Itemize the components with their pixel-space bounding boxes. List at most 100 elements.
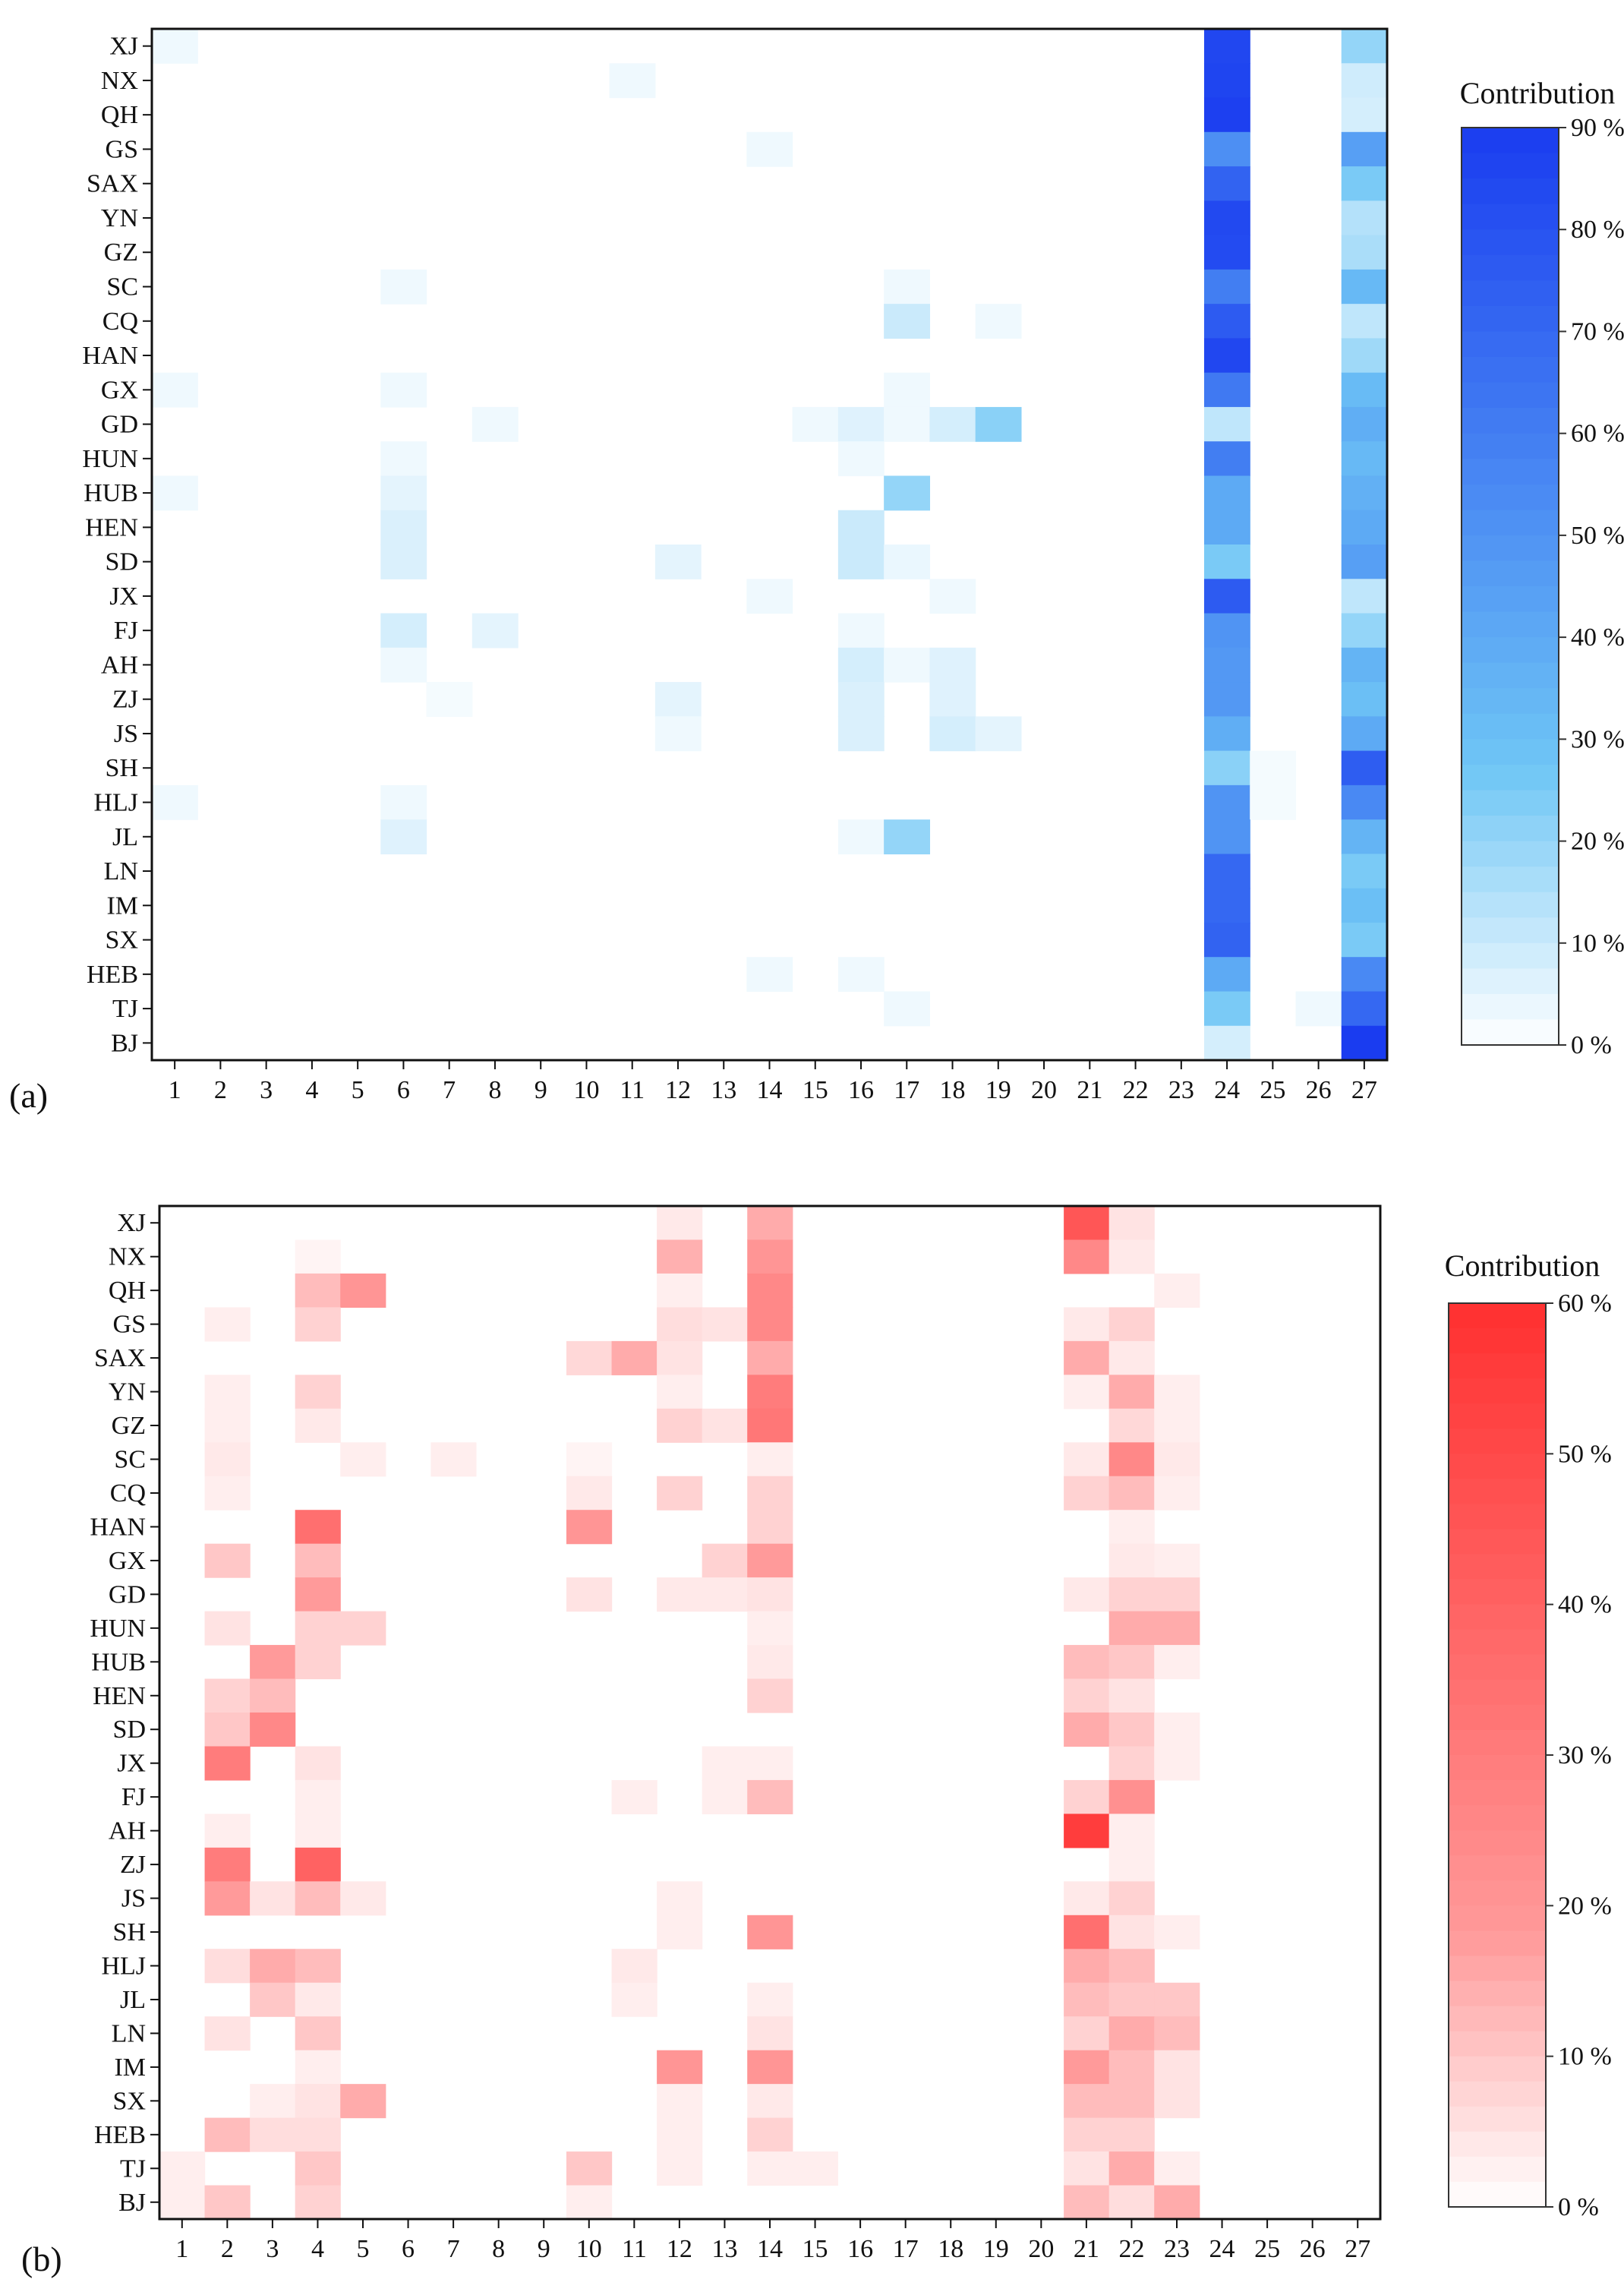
heatmap-cell xyxy=(295,1779,341,1814)
heatmap-cell xyxy=(1341,304,1388,339)
heatmap-cell xyxy=(1341,166,1388,201)
heatmap-cell xyxy=(1108,1476,1155,1511)
colorbar-segment xyxy=(1462,968,1559,995)
heatmap-cell xyxy=(1154,2151,1200,2186)
heatmap-cell xyxy=(747,1442,793,1477)
y-tick-label: GZ xyxy=(104,238,138,267)
heatmap-cell xyxy=(747,1340,793,1375)
heatmap-cell xyxy=(747,1307,793,1342)
heatmap-cell xyxy=(657,2117,703,2152)
heatmap-cell xyxy=(1064,1442,1110,1477)
colorbar-segment xyxy=(1449,2181,1546,2208)
x-tick-label: 8 xyxy=(488,1076,501,1104)
y-tick-label: SX xyxy=(113,2087,146,2115)
heatmap-cell xyxy=(747,2117,793,2152)
heatmap-cell xyxy=(295,1543,341,1578)
colorbar-title-a: Contribution xyxy=(1460,76,1615,110)
heatmap-cell xyxy=(1108,1307,1155,1342)
heatmap-cell xyxy=(747,1476,793,1511)
y-tick-label: FJ xyxy=(121,1783,146,1811)
colorbar-tick-label: 80 % xyxy=(1571,216,1624,244)
heatmap-cell xyxy=(1154,1273,1200,1308)
y-tick-label: GS xyxy=(106,135,138,163)
heatmap-cell xyxy=(1341,888,1388,923)
y-tick-label: IM xyxy=(114,2054,146,2082)
heatmap-cell xyxy=(295,1510,341,1545)
heatmap-cell xyxy=(1341,750,1388,786)
heatmap-cell xyxy=(747,2084,793,2119)
heatmap-cell xyxy=(1108,1982,1155,2017)
colorbar-segment xyxy=(1462,790,1559,816)
colorbar-tick-label: 40 % xyxy=(1571,623,1624,652)
heatmap-cell xyxy=(609,63,656,99)
heatmap-cell xyxy=(204,1814,251,1848)
heatmap-cell xyxy=(1108,1543,1155,1578)
heatmap-cell xyxy=(566,1510,613,1545)
heatmap-cell xyxy=(204,1713,251,1747)
x-tick-label: 4 xyxy=(311,2235,324,2263)
y-tick-label: YN xyxy=(101,204,138,232)
heatmap-cell xyxy=(1154,1713,1200,1747)
colorbar-title-b: Contribution xyxy=(1445,1249,1600,1283)
heatmap-cell xyxy=(295,1273,341,1308)
colorbar-segment xyxy=(1449,1981,1546,2007)
heatmap-cell xyxy=(295,2050,341,2085)
y-tick-label: GS xyxy=(113,1311,146,1339)
colorbar-tick-label: 60 % xyxy=(1571,420,1624,448)
heatmap-cell xyxy=(1154,2185,1200,2220)
colorbar-segment xyxy=(1462,331,1559,358)
heatmap-cell xyxy=(1341,854,1388,889)
heatmap-cell xyxy=(295,1375,341,1410)
x-tick-label: 22 xyxy=(1123,1076,1149,1104)
heatmap-panel-b: (b) Contribution XJ NX QH GS SAX YN GZ SC CQ HAN G… xyxy=(21,1204,1612,2278)
colorbar-tick-label: 70 % xyxy=(1571,317,1624,346)
heatmap-cell xyxy=(1341,441,1388,477)
heatmap-cell xyxy=(746,957,793,993)
heatmap-cell xyxy=(884,269,931,305)
heatmap-cell xyxy=(1203,29,1250,64)
y-tick-label: HLJ xyxy=(101,1952,146,1981)
colorbar-segment xyxy=(1462,867,1559,893)
heatmap-cell xyxy=(1108,2117,1155,2152)
heatmap-cell xyxy=(1064,1949,1110,1984)
heatmap-cell xyxy=(204,1847,251,1882)
heatmap-cell xyxy=(250,1713,296,1747)
y-tick-label: YN xyxy=(109,1378,146,1406)
y-tick-label: SC xyxy=(106,273,138,301)
x-tick-label: 2 xyxy=(221,2235,234,2263)
heatmap-cell xyxy=(747,1273,793,1308)
x-tick-label: 19 xyxy=(983,2235,1009,2263)
heatmap-cell xyxy=(1154,1543,1200,1578)
x-tick-label: 11 xyxy=(620,1076,645,1104)
heatmap-cell xyxy=(657,1476,703,1511)
y-tick-label: ZJ xyxy=(112,686,138,714)
colorbar-segment xyxy=(1449,1579,1546,1605)
heatmap-cell xyxy=(1203,579,1250,614)
y-tick-label: HLJ xyxy=(93,789,138,817)
colorbar-segment xyxy=(1462,892,1559,918)
heatmap-cell xyxy=(471,406,519,442)
heatmap-cell xyxy=(1154,1645,1200,1680)
heatmap-cell xyxy=(1108,1847,1155,1882)
colorbar-segment xyxy=(1462,382,1559,409)
colorbar-segment xyxy=(1449,1855,1546,1881)
colorbar-segment xyxy=(1449,1554,1546,1580)
heatmap-cell xyxy=(1108,1510,1155,1545)
heatmap-cell xyxy=(1108,1645,1155,1680)
heatmap-cell xyxy=(1203,510,1250,545)
heatmap-cell xyxy=(1064,1678,1110,1713)
heatmap-cell xyxy=(380,372,427,408)
heatmap-cell xyxy=(1341,991,1388,1027)
heatmap-cell xyxy=(837,716,885,752)
heatmap-cell xyxy=(929,682,976,717)
heatmap-cell xyxy=(747,1982,793,2017)
heatmap-cell xyxy=(747,1645,793,1680)
x-tick-label: 5 xyxy=(357,2235,370,2263)
x-tick-label: 10 xyxy=(573,1076,599,1104)
y-tick-label: SD xyxy=(106,548,138,576)
heatmap-cell xyxy=(1203,682,1250,717)
heatmap-cell xyxy=(1064,2185,1110,2220)
heatmap-cell xyxy=(1064,1982,1110,2017)
colorbar-segment xyxy=(1449,1303,1546,1329)
heatmap-cell xyxy=(204,1543,251,1578)
